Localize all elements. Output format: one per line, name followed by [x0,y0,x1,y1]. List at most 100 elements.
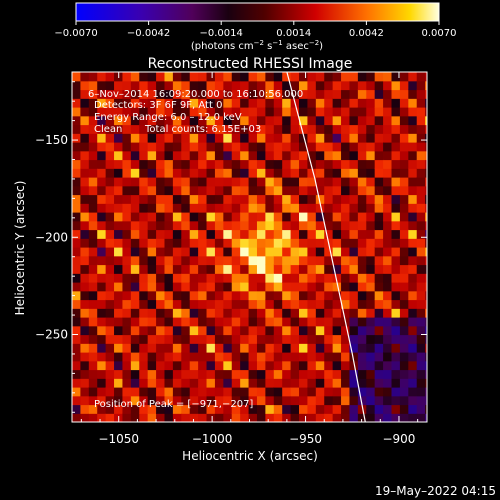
heatmap-cell [122,203,132,213]
heatmap-cell [97,282,107,292]
heatmap-cell [72,229,82,239]
heatmap-cell [332,98,342,108]
heatmap-cell [97,229,107,239]
heatmap-cell [256,273,266,283]
heatmap-cell [139,229,149,239]
heatmap-cell [72,317,82,327]
heatmap-cell [248,404,258,414]
heatmap-cell [341,273,351,283]
heatmap-cell [341,264,351,274]
heatmap-cell [332,387,342,397]
heatmap-cell [273,107,283,117]
heatmap-cell [299,220,309,231]
heatmap-cell [273,404,283,414]
heatmap-cell [122,194,132,204]
heatmap-cell [265,404,275,414]
heatmap-cell [315,290,325,301]
heatmap-cell [189,387,199,397]
heatmap-cell [273,290,283,301]
heatmap-cell [408,255,418,266]
heatmap-cell [399,413,409,422]
heatmap-cell [299,72,309,82]
heatmap-cell [248,194,258,204]
heatmap-cell [248,343,258,353]
heatmap-cell [357,282,367,292]
heatmap-cell [374,325,384,336]
heatmap-cell [122,133,132,143]
heatmap-cell [206,413,216,422]
heatmap-cell [341,238,351,248]
heatmap-cell [332,168,342,178]
heatmap-cell [198,124,208,134]
heatmap-cell [72,325,82,336]
heatmap-cell [248,124,258,134]
heatmap-cell [248,107,258,117]
heatmap-cell [299,413,309,422]
heatmap-cell [147,360,157,371]
heatmap-cell [130,360,140,371]
heatmap-cell [290,404,300,414]
heatmap-cell [156,89,166,99]
heatmap-cell [181,80,191,91]
heatmap-cell [156,238,166,248]
heatmap-cell [198,185,208,196]
heatmap-cell [172,360,182,371]
heatmap-cell [416,325,426,336]
heatmap-cell [130,133,140,143]
heatmap-cell [240,387,250,397]
heatmap-cell [198,282,208,292]
heatmap-cell [256,247,266,257]
heatmap-cell [425,168,427,178]
heatmap-cell [231,352,241,362]
heatmap-cell [198,317,208,327]
heatmap-cell [114,264,124,274]
heatmap-cell [349,247,359,257]
heatmap-cell [282,334,292,344]
heatmap-cell [189,89,199,99]
heatmap-cell [248,168,258,178]
heatmap-cell [130,247,140,257]
heatmap-cell [198,264,208,274]
heatmap-cell [80,378,90,388]
heatmap-cell [282,395,292,406]
heatmap-cell [97,124,107,134]
heatmap-cell [105,378,115,388]
heatmap-cell [315,80,325,91]
heatmap-cell [366,404,376,414]
heatmap-cell [273,343,283,353]
heatmap-cell [307,264,317,274]
heatmap-cell [88,203,98,213]
heatmap-cell [206,255,216,266]
heatmap-cell [189,378,199,388]
heatmap-cell [139,238,149,248]
heatmap-cell [349,98,359,108]
heatmap-cell [214,133,224,143]
heatmap-cell [231,317,241,327]
heatmap-cell [383,290,393,301]
heatmap-cell [357,159,367,169]
heatmap-cell [114,299,124,309]
heatmap-cell [223,98,233,108]
heatmap-cell [223,238,233,248]
heatmap-cell [72,168,82,178]
heatmap-cell [265,72,275,82]
heatmap-cell [349,150,359,161]
heatmap-cell [88,273,98,283]
heatmap-cell [290,212,300,222]
heatmap-cell [391,212,401,222]
heatmap-cell [383,413,393,422]
heatmap-cell [214,325,224,336]
heatmap-cell [391,133,401,143]
heatmap-cell [88,282,98,292]
heatmap-cell [156,334,166,344]
heatmap-cell [307,290,317,301]
heatmap-cell [189,115,199,126]
heatmap-cell [324,264,334,274]
heatmap-cell [357,334,367,344]
heatmap-cell [130,80,140,91]
heatmap-cell [189,255,199,266]
heatmap-cell [399,299,409,309]
heatmap-cell [181,185,191,196]
heatmap-cell [408,299,418,309]
heatmap-cell [416,89,426,99]
